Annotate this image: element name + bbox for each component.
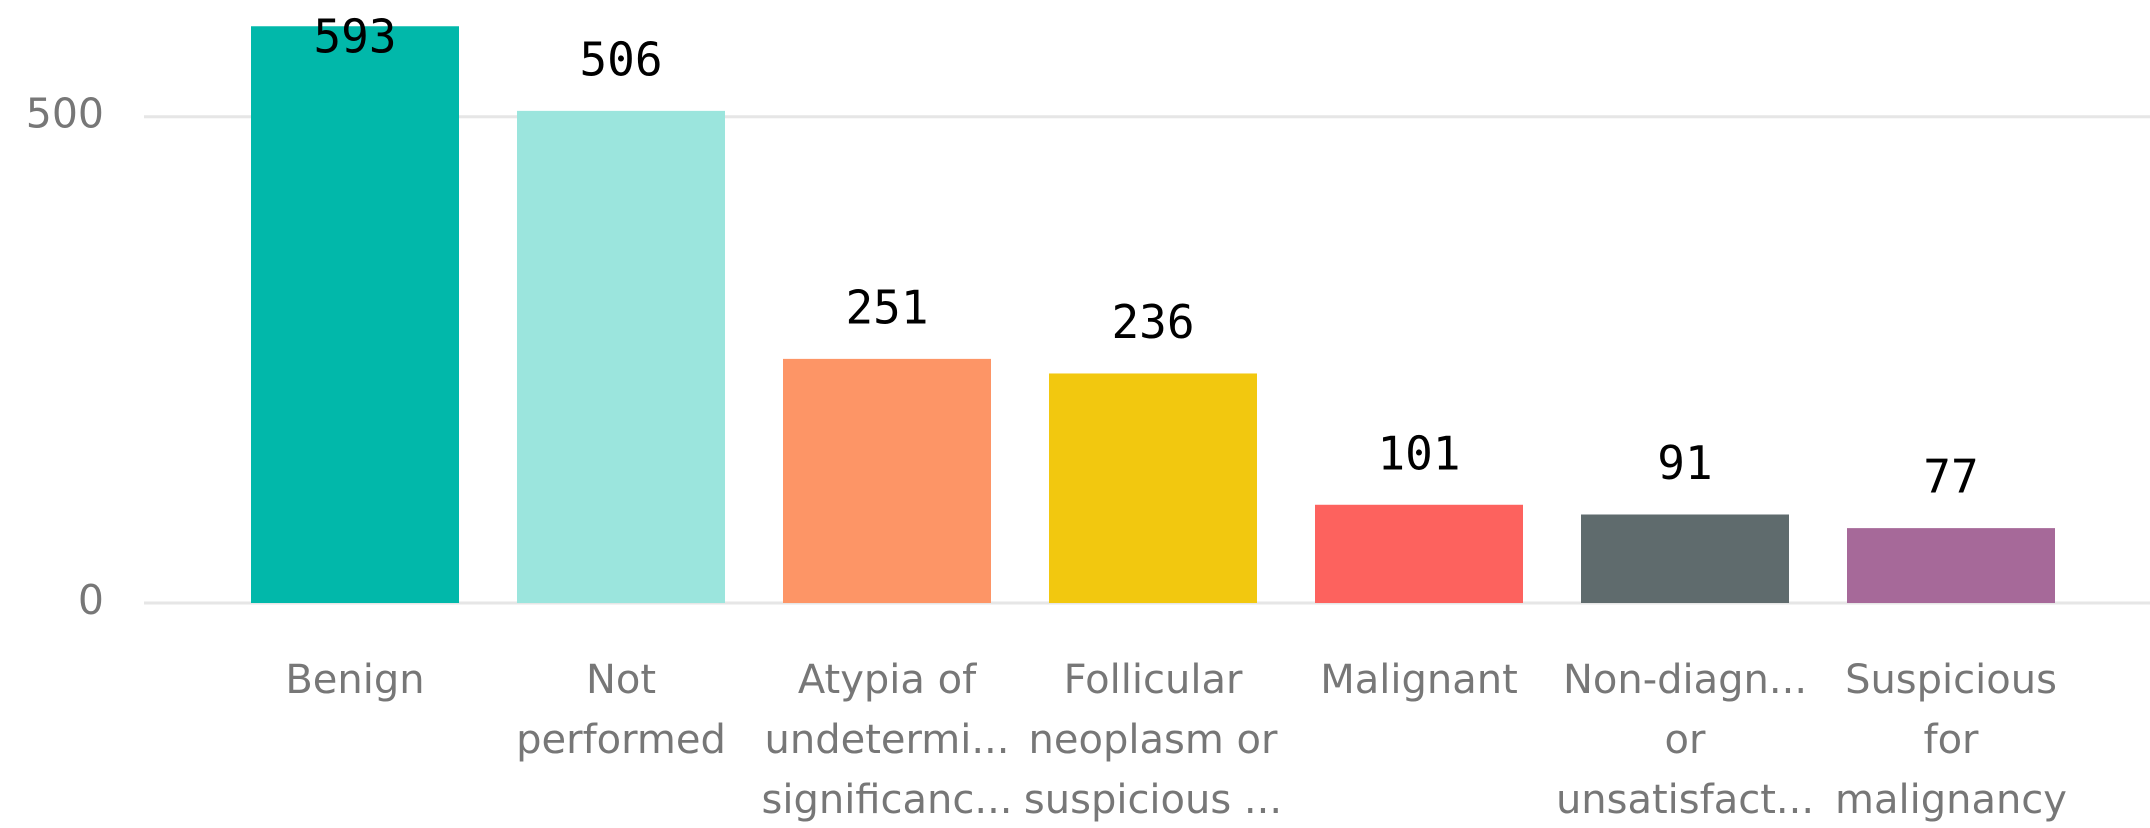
bar xyxy=(1847,528,2055,603)
bar xyxy=(517,110,725,603)
data-label: 251 xyxy=(845,280,928,334)
data-label: 77 xyxy=(1923,450,1978,504)
x-tick-label: for xyxy=(1924,717,1980,763)
data-label: 593 xyxy=(313,10,396,64)
x-tick-label: Atypia of xyxy=(798,657,977,703)
x-tick-label: malignancy xyxy=(1835,777,2067,823)
x-tick-label: suspicious ... xyxy=(1024,777,1282,823)
x-tick-label: Benign xyxy=(285,657,424,703)
x-tick-label: significanc... xyxy=(762,777,1013,823)
x-tick-label: Malignant xyxy=(1320,657,1518,703)
x-tick-label: Non-diagn... xyxy=(1563,657,1807,703)
data-label: 101 xyxy=(1377,426,1460,480)
data-label: 506 xyxy=(579,32,662,86)
x-tick-label: Suspicious xyxy=(1845,657,2057,703)
bar xyxy=(1581,514,1789,603)
bar xyxy=(1315,504,1523,603)
x-tick-label: unsatisfact... xyxy=(1556,777,1814,823)
x-tick-label: Not xyxy=(586,657,656,703)
x-tick-label: performed xyxy=(516,717,726,763)
bar xyxy=(1049,373,1257,603)
y-tick-label: 0 xyxy=(78,576,104,624)
bar xyxy=(251,26,459,603)
y-tick-label: 500 xyxy=(26,90,104,138)
data-label: 236 xyxy=(1111,295,1194,349)
x-tick-label: undetermi... xyxy=(765,717,1010,763)
x-tick-label: or xyxy=(1665,717,1706,763)
data-label: 91 xyxy=(1657,436,1712,490)
x-tick-label: Follicular xyxy=(1064,657,1243,703)
x-tick-label: neoplasm or xyxy=(1029,717,1278,763)
bar xyxy=(783,358,991,603)
